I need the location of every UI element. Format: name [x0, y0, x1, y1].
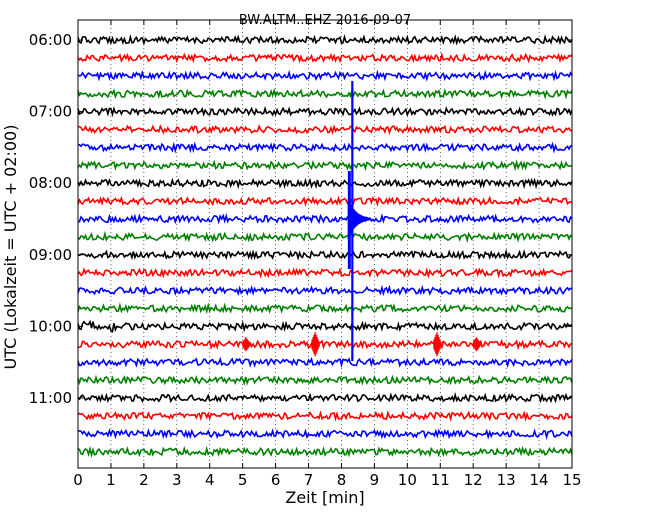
trace-row [77, 177, 573, 190]
event-spike [242, 337, 251, 352]
plot-frame [77, 19, 573, 469]
trace-row [77, 338, 573, 351]
trace-row [77, 319, 573, 333]
trace-row [77, 356, 573, 369]
trace-row [77, 284, 573, 297]
x-tick-label: 6 [271, 471, 281, 489]
x-tick-label: 9 [370, 471, 380, 489]
grid-lines [110, 20, 540, 468]
y-tick-label: 08:00 [29, 174, 72, 192]
x-tick-label: 1 [106, 471, 116, 489]
trace-row [77, 51, 573, 64]
trace-row [77, 428, 573, 440]
event-spike [311, 332, 320, 357]
x-tick-label: 7 [304, 471, 314, 489]
x-tick-label: 12 [464, 471, 483, 489]
trace-row [77, 159, 573, 172]
y-tick-label: 11:00 [29, 389, 72, 407]
event-markers [242, 81, 482, 361]
x-tick-label: 15 [562, 471, 581, 489]
y-axis-label: UTC (Lokalzeit = UTC + 02:00) [1, 125, 20, 370]
trace-row [77, 445, 573, 458]
trace-row [77, 230, 573, 243]
trace-row [77, 195, 572, 207]
trace-row [77, 374, 573, 386]
trace-row [77, 105, 573, 118]
trace-row [77, 267, 573, 279]
trace-row [77, 69, 573, 82]
trace-row [77, 33, 573, 46]
x-tick-label: 11 [431, 471, 450, 489]
trace-row [78, 124, 573, 136]
x-tick-label: 13 [497, 471, 516, 489]
x-tick-label: 4 [205, 471, 215, 489]
y-tick-label: 07:00 [29, 103, 72, 121]
trace-row [77, 141, 573, 154]
x-tick-label: 0 [73, 471, 83, 489]
trace-rows [77, 33, 573, 458]
trace-row [77, 410, 573, 423]
y-tick-label: 09:00 [29, 246, 72, 264]
x-tick-label: 3 [172, 471, 182, 489]
trace-row [77, 391, 573, 404]
trace-row [77, 248, 573, 261]
trace-row [77, 212, 573, 225]
event-coda [347, 199, 371, 239]
x-tick-label: 8 [337, 471, 347, 489]
event-spike [472, 337, 482, 352]
x-tick-label: 10 [398, 471, 417, 489]
x-axis-label: Zeit [min] [285, 488, 364, 507]
x-tick-label: 14 [530, 471, 549, 489]
y-tick-label: 06:00 [29, 31, 72, 49]
x-axis-ticks: 0 1 2 3 4 5 6 7 8 9 10 11 12 13 14 15 [73, 20, 582, 489]
x-tick-label: 2 [139, 471, 149, 489]
trace-row [77, 87, 573, 100]
trace-row [77, 302, 573, 315]
y-tick-label: 10:00 [29, 317, 72, 335]
event-spike [433, 332, 442, 357]
x-tick-label: 5 [238, 471, 248, 489]
y-axis-ticks: 06:00 07:00 08:00 09:00 10:00 11:00 [29, 31, 572, 407]
